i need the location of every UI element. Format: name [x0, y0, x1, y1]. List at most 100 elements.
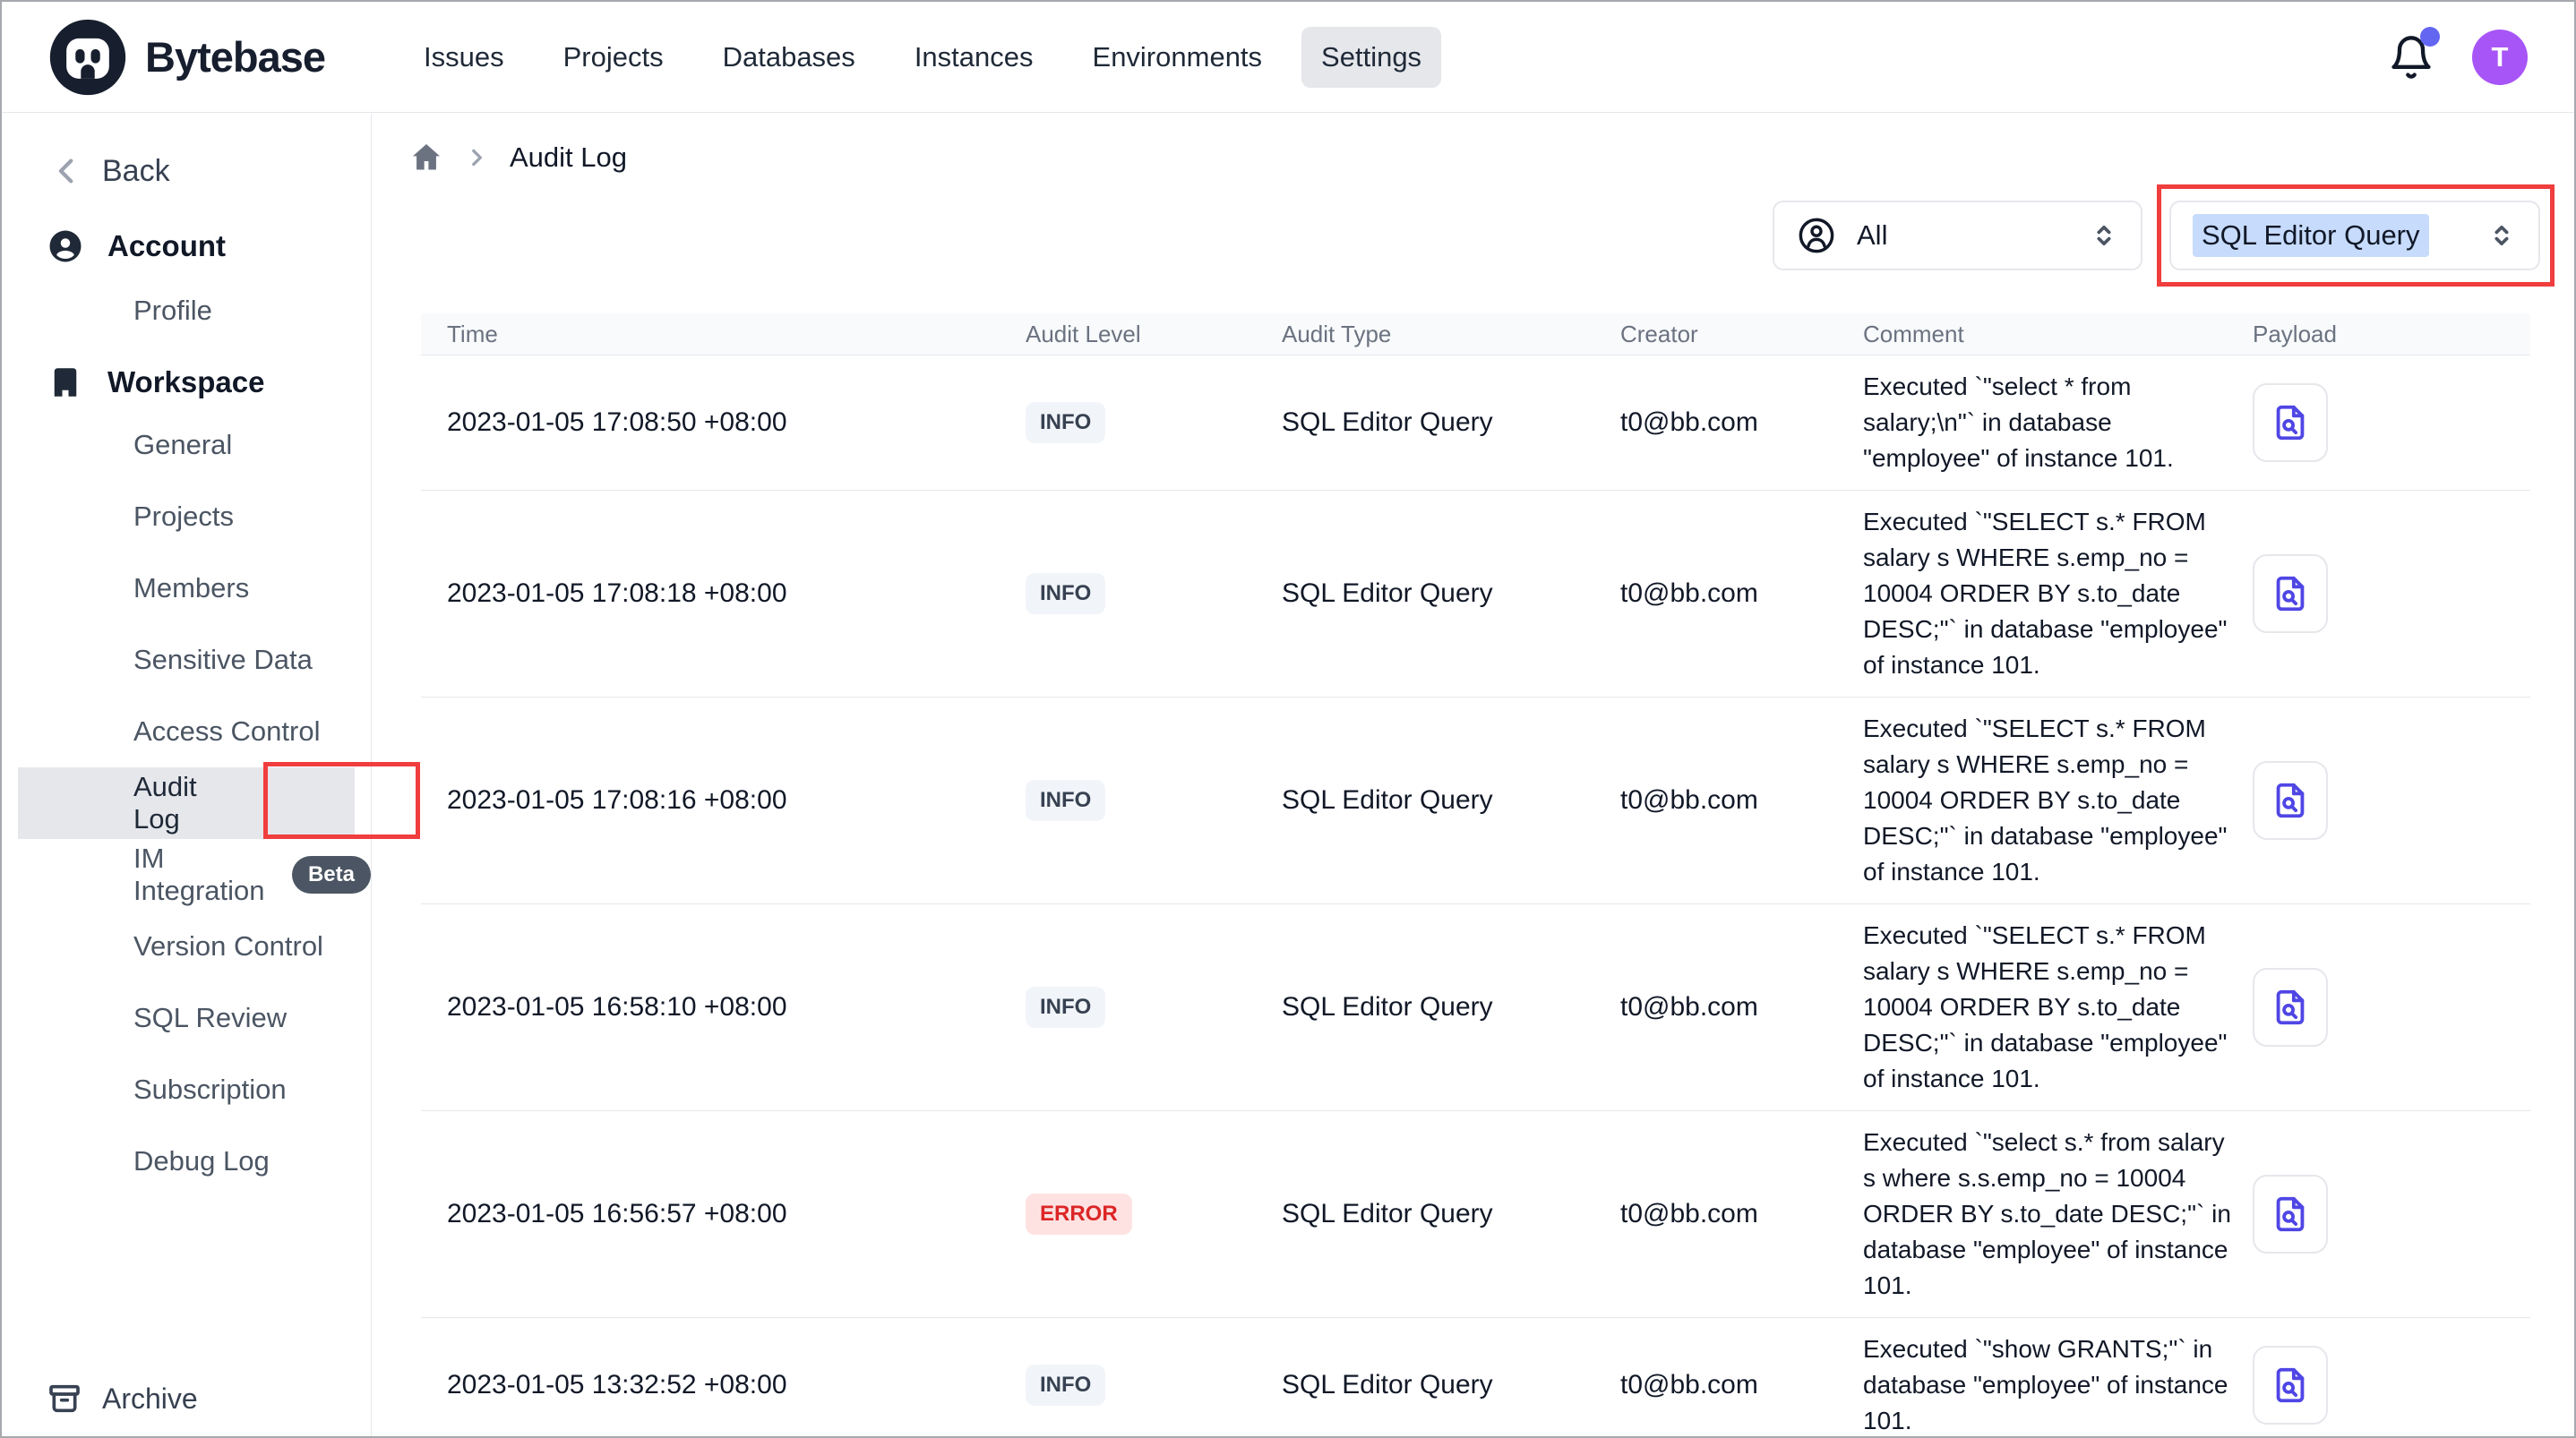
sidebar-item-projects[interactable]: Projects — [133, 501, 234, 532]
archive-icon — [47, 1381, 82, 1417]
audit-log-table: Time Audit Level Audit Type Creator Comm… — [421, 313, 2530, 1436]
cell-audit-level: INFO — [1026, 402, 1282, 443]
top-navigation-bar: Bytebase Issues Projects Databases Insta… — [2, 2, 2574, 113]
cell-comment: Executed `"SELECT s.* FROM salary s WHER… — [1863, 715, 2228, 886]
chevron-right-icon — [465, 146, 488, 169]
nav-item-environments[interactable]: Environments — [1092, 40, 1263, 73]
column-header-audit-type: Audit Type — [1282, 320, 1392, 347]
building-icon — [47, 364, 84, 401]
beta-badge: Beta — [291, 856, 371, 894]
cell-time: 2023-01-05 17:08:18 +08:00 — [447, 578, 787, 608]
chevron-up-down-icon — [2486, 220, 2517, 251]
cell-comment: Executed `"select * from salary;\n"` in … — [1863, 372, 2174, 472]
cell-comment: Executed `"SELECT s.* FROM salary s WHER… — [1863, 508, 2228, 679]
level-badge: INFO — [1026, 987, 1106, 1028]
table-row: 2023-01-05 16:58:10 +08:00 INFO SQL Edit… — [421, 904, 2530, 1111]
view-payload-button[interactable] — [2253, 968, 2328, 1047]
home-icon[interactable] — [409, 141, 443, 175]
cell-payload — [2253, 968, 2530, 1047]
table-row: 2023-01-05 16:56:57 +08:00 ERROR SQL Edi… — [421, 1111, 2530, 1318]
nav-item-databases[interactable]: Databases — [722, 40, 855, 73]
level-badge: ERROR — [1026, 1194, 1132, 1235]
cell-creator: t0@bb.com — [1620, 992, 1758, 1022]
file-search-icon — [2276, 576, 2305, 612]
creator-filter-value: All — [1857, 219, 1888, 251]
user-avatar[interactable]: T — [2472, 29, 2528, 85]
view-payload-button[interactable] — [2253, 1346, 2328, 1425]
sidebar-item-profile[interactable]: Profile — [133, 295, 212, 326]
nav-item-projects[interactable]: Projects — [562, 40, 664, 73]
table-row: 2023-01-05 17:08:18 +08:00 INFO SQL Edit… — [421, 491, 2530, 698]
nav-item-instances[interactable]: Instances — [914, 40, 1034, 73]
bytebase-logo[interactable]: Bytebase — [48, 18, 326, 97]
file-search-icon — [2276, 1367, 2305, 1403]
archive-button[interactable]: Archive — [47, 1381, 198, 1417]
section-account-title: Account — [107, 229, 226, 262]
cell-creator: t0@bb.com — [1620, 1199, 1758, 1228]
bell-icon — [2391, 35, 2431, 79]
back-label: Back — [102, 153, 170, 188]
chevron-left-icon — [52, 156, 82, 186]
nav-item-settings[interactable]: Settings — [1301, 26, 1442, 88]
sidebar-item-subscription[interactable]: Subscription — [133, 1074, 287, 1105]
view-payload-button[interactable] — [2253, 761, 2328, 840]
back-button[interactable]: Back — [2, 146, 371, 196]
sidebar-item-version-control[interactable]: Version Control — [133, 930, 323, 962]
notifications-button[interactable] — [2388, 26, 2440, 81]
nav-right-controls: T — [2388, 26, 2528, 85]
notification-dot — [2420, 26, 2440, 47]
cell-payload — [2253, 1346, 2530, 1425]
person-circle-icon — [1796, 215, 1837, 256]
level-badge: INFO — [1026, 1365, 1106, 1406]
sidebar-item-sensitive-data[interactable]: Sensitive Data — [133, 644, 313, 675]
nav-item-issues[interactable]: Issues — [424, 40, 504, 73]
settings-sidebar: Back Account Profile Workspace General P… — [2, 114, 420, 1436]
cell-comment: Executed `"show GRANTS;"` in database "e… — [1863, 1335, 2228, 1434]
chevron-up-down-icon — [2089, 220, 2119, 251]
column-header-payload: Payload — [2253, 320, 2337, 347]
section-account: Account — [2, 221, 371, 271]
bytebase-logo-icon — [48, 18, 127, 97]
breadcrumb: Audit Log — [409, 141, 627, 175]
sidebar-item-sql-review[interactable]: SQL Review — [133, 1002, 288, 1033]
selected-item-background — [18, 767, 355, 839]
main-menu: Issues Projects Databases Instances Envi… — [404, 26, 1442, 88]
cell-time: 2023-01-05 16:56:57 +08:00 — [447, 1199, 787, 1228]
cell-audit-type: SQL Editor Query — [1282, 407, 1493, 437]
table-header-row: Time Audit Level Audit Type Creator Comm… — [421, 313, 2530, 355]
level-badge: INFO — [1026, 573, 1106, 614]
brand-name: Bytebase — [145, 33, 326, 81]
column-header-time: Time — [447, 320, 498, 347]
view-payload-button[interactable] — [2253, 1175, 2328, 1254]
level-badge: INFO — [1026, 780, 1106, 821]
sidebar-item-access-control[interactable]: Access Control — [133, 715, 321, 747]
sidebar-item-audit-log[interactable]: Audit Log — [2, 762, 420, 839]
sidebar-item-im-integration[interactable]: IM Integration Beta — [2, 839, 371, 911]
cell-comment: Executed `"select s.* from salary s wher… — [1863, 1128, 2231, 1299]
cell-time: 2023-01-05 17:08:50 +08:00 — [447, 407, 787, 437]
view-payload-button[interactable] — [2253, 554, 2328, 633]
cell-payload — [2253, 383, 2530, 462]
creator-filter-select[interactable]: All — [1773, 201, 2142, 270]
type-filter-wrapper: SQL Editor Query — [2157, 184, 2555, 287]
cell-audit-type: SQL Editor Query — [1282, 992, 1493, 1022]
table-row: 2023-01-05 13:32:52 +08:00 INFO SQL Edit… — [421, 1318, 2530, 1436]
cell-audit-level: ERROR — [1026, 1194, 1282, 1235]
column-header-creator: Creator — [1620, 320, 1698, 347]
user-circle-icon — [47, 227, 84, 265]
cell-audit-type: SQL Editor Query — [1282, 1199, 1493, 1228]
cell-audit-level: INFO — [1026, 780, 1282, 821]
file-search-icon — [2276, 405, 2305, 441]
sidebar-item-members[interactable]: Members — [133, 572, 250, 603]
cell-audit-level: INFO — [1026, 573, 1282, 614]
cell-creator: t0@bb.com — [1620, 578, 1758, 608]
cell-time: 2023-01-05 16:58:10 +08:00 — [447, 992, 787, 1022]
sidebar-item-general[interactable]: General — [133, 429, 233, 460]
level-badge: INFO — [1026, 402, 1106, 443]
sidebar-item-debug-log[interactable]: Debug Log — [133, 1145, 270, 1177]
view-payload-button[interactable] — [2253, 383, 2328, 462]
cell-payload — [2253, 1175, 2530, 1254]
type-filter-select[interactable]: SQL Editor Query — [2169, 201, 2540, 270]
cell-creator: t0@bb.com — [1620, 407, 1758, 437]
